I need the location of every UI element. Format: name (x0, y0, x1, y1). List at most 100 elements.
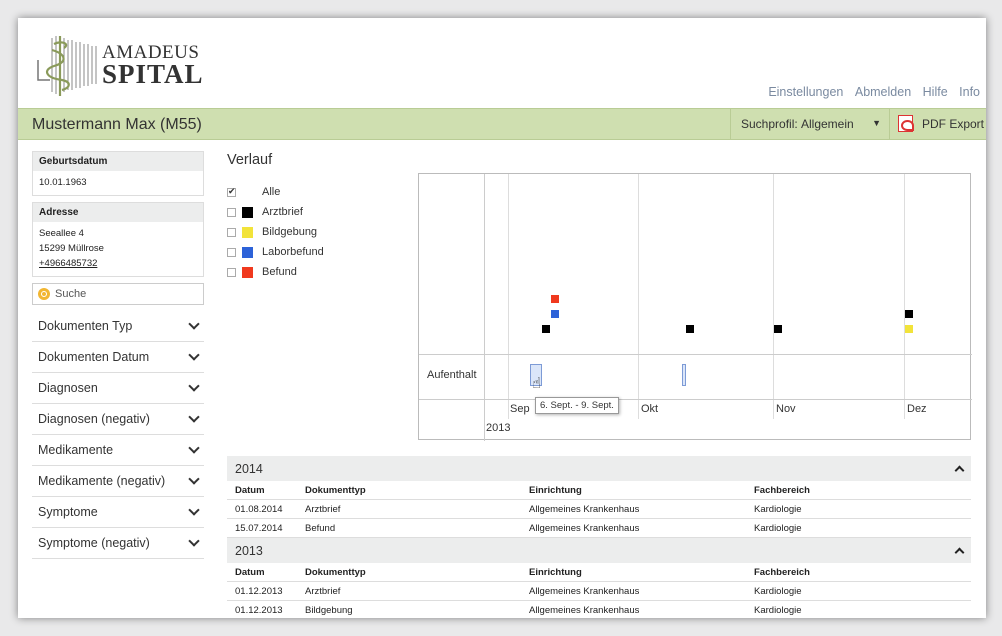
legend-label: Bildgebung (262, 226, 318, 238)
cell-datum: 01.12.2013 (235, 604, 283, 616)
table-row[interactable]: 01.12.2013 Bildgebung Allgemeines Kranke… (227, 601, 971, 618)
sidebar: Geburtsdatum 10.01.1963 Adresse Seeallee… (32, 151, 204, 559)
cell-einrichtung: Allgemeines Krankenhaus (529, 503, 640, 515)
chevron-up-icon[interactable] (954, 547, 965, 558)
legend-label: Arztbrief (262, 206, 303, 218)
event-marker-arztbrief[interactable] (542, 325, 550, 333)
filter-diagnosen[interactable]: Diagnosen (32, 373, 204, 404)
chevron-down-icon (188, 380, 200, 392)
top-navigation: Einstellungen Abmelden Hilfe Info (760, 85, 980, 99)
pdf-export-button[interactable]: PDF Export (898, 115, 984, 132)
filter-symptome[interactable]: Symptome (32, 497, 204, 528)
legend-item-alle[interactable]: Alle (227, 182, 324, 202)
column-header-datum[interactable]: Datum (235, 484, 265, 496)
filter-medikamente-negativ[interactable]: Medikamente (negativ) (32, 466, 204, 497)
pdf-icon (898, 115, 914, 132)
checkbox-befund[interactable] (227, 267, 236, 277)
year-label: 2013 (486, 422, 511, 434)
filter-diagnosen-negativ[interactable]: Diagnosen (negativ) (32, 404, 204, 435)
timeline-gridline (508, 174, 509, 419)
legend-item-arztbrief[interactable]: Arztbrief (227, 202, 324, 222)
document-tables: 2014 Datum Dokumenttyp Einrichtung Fachb… (227, 456, 971, 618)
caduceus-icon (37, 36, 97, 96)
table-row[interactable]: 01.12.2013 Arztbrief Allgemeines Kranken… (227, 582, 971, 601)
address-street: Seeallee 4 (39, 228, 84, 239)
nav-einstellungen-link[interactable]: Einstellungen (768, 85, 844, 99)
legend-item-laborbefund[interactable]: Laborbefund (227, 242, 324, 262)
checkbox-arztbrief[interactable] (227, 207, 236, 217)
event-marker-arztbrief[interactable] (774, 325, 782, 333)
column-header-dokumenttyp[interactable]: Dokumenttyp (305, 566, 366, 578)
legend-item-bildgebung[interactable]: Bildgebung (227, 222, 324, 242)
timeline-axis-divider (419, 399, 972, 400)
legend-swatch (242, 206, 253, 218)
filter-label: Medikamente (38, 443, 114, 457)
year-group-2014-header[interactable]: 2014 (227, 456, 971, 481)
birthdate-value: 10.01.1963 (39, 177, 87, 188)
logo-wordmark-top: AMADEUS (102, 42, 200, 63)
search-input[interactable]: Suche (32, 283, 204, 305)
filter-dokumenten-typ[interactable]: Dokumenten Typ (32, 311, 204, 342)
legend: Alle Arztbrief Bildgebung Laborbefund Be… (227, 182, 324, 282)
table-header-row: Datum Dokumenttyp Einrichtung Fachbereic… (227, 563, 971, 582)
column-header-datum[interactable]: Datum (235, 566, 265, 578)
app-window: AMADEUS SPITAL Einstellungen Abmelden Hi… (18, 18, 986, 618)
filter-label: Symptome (38, 505, 98, 519)
column-header-einrichtung[interactable]: Einrichtung (529, 484, 582, 496)
column-header-einrichtung[interactable]: Einrichtung (529, 566, 582, 578)
checkbox-bildgebung[interactable] (227, 227, 236, 237)
stay-bar[interactable] (530, 364, 542, 386)
legend-item-befund[interactable]: Befund (227, 262, 324, 282)
cell-datum: 01.08.2014 (235, 503, 283, 515)
cell-dokumenttyp: Befund (305, 522, 336, 534)
filter-symptome-negativ[interactable]: Symptome (negativ) (32, 528, 204, 559)
year-group-title: 2014 (235, 461, 263, 476)
filter-label: Diagnosen (38, 381, 98, 395)
search-profile-select[interactable]: Suchprofil: Allgemein ▼ (730, 109, 890, 139)
stay-tooltip: 6. Sept. - 9. Sept. (535, 397, 619, 414)
timeline-row-divider (419, 354, 972, 355)
filter-dokumenten-datum[interactable]: Dokumenten Datum (32, 342, 204, 373)
cell-fachbereich: Kardiologie (754, 604, 802, 616)
search-profile-value: Allgemein (801, 117, 854, 131)
table-row[interactable]: 15.07.2014 Befund Allgemeines Krankenhau… (227, 519, 971, 538)
checkbox-laborbefund[interactable] (227, 247, 236, 257)
search-placeholder: Suche (55, 288, 87, 300)
legend-label: Alle (262, 186, 281, 198)
timeline-gridline (904, 174, 905, 419)
legend-swatch (242, 226, 253, 238)
stay-bar[interactable] (682, 364, 686, 386)
chevron-down-icon (188, 349, 200, 361)
event-marker-befund[interactable] (551, 295, 559, 303)
month-label: Nov (776, 403, 796, 415)
month-label: Okt (641, 403, 659, 415)
legend-swatch (242, 187, 253, 198)
address-city: 15299 Müllrose (39, 243, 104, 254)
event-marker-bildgebung[interactable] (905, 325, 913, 333)
table-row[interactable]: 01.08.2014 Arztbrief Allgemeines Kranken… (227, 500, 971, 519)
nav-abmelden-link[interactable]: Abmelden (854, 85, 912, 99)
year-group-2013-header[interactable]: 2013 (227, 538, 971, 563)
chevron-up-icon[interactable] (954, 465, 965, 476)
cell-datum: 15.07.2014 (235, 522, 283, 534)
checkbox-alle[interactable] (227, 186, 236, 197)
event-marker-arztbrief[interactable] (905, 310, 913, 318)
nav-hilfe-link[interactable]: Hilfe (922, 85, 948, 99)
cell-einrichtung: Allgemeines Krankenhaus (529, 604, 640, 616)
event-marker-arztbrief[interactable] (686, 325, 694, 333)
cell-fachbereich: Kardiologie (754, 585, 802, 597)
column-header-fachbereich[interactable]: Fachbereich (754, 484, 810, 496)
birthdate-label: Geburtsdatum (33, 152, 203, 171)
column-header-dokumenttyp[interactable]: Dokumenttyp (305, 484, 366, 496)
filter-medikamente[interactable]: Medikamente (32, 435, 204, 466)
phone-link[interactable]: +4966485732 (39, 258, 98, 269)
nav-info-link[interactable]: Info (959, 85, 980, 99)
column-header-fachbereich[interactable]: Fachbereich (754, 566, 810, 578)
event-marker-laborbefund[interactable] (551, 310, 559, 318)
logo-wordmark-bottom: SPITAL (102, 59, 204, 89)
cell-einrichtung: Allgemeines Krankenhaus (529, 585, 640, 597)
stay-row-label: Aufenthalt (427, 369, 477, 381)
address-box: Adresse Seeallee 4 15299 Müllrose +49664… (32, 202, 204, 277)
chevron-down-icon (188, 411, 200, 423)
birthdate-box: Geburtsdatum 10.01.1963 (32, 151, 204, 196)
